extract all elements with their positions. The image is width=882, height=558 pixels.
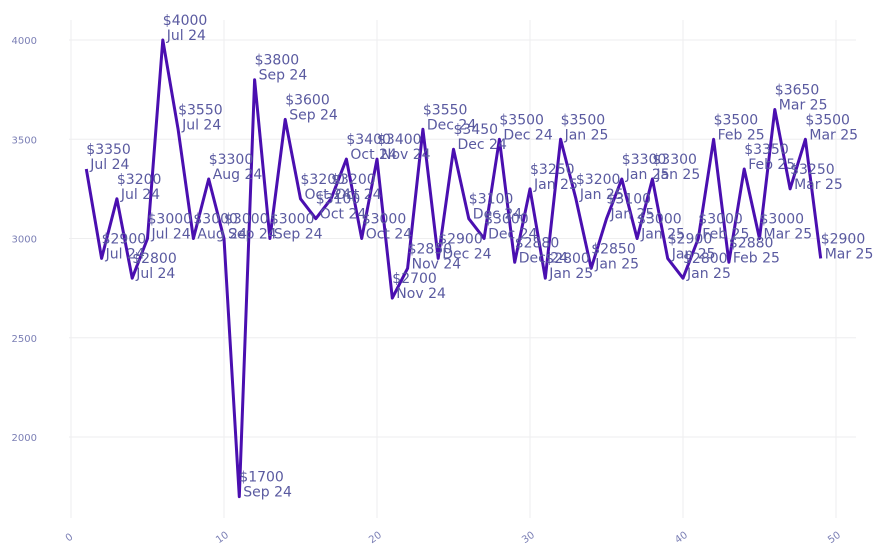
series-line [84,38,823,499]
y-tick-label: 2500 [12,334,37,345]
x-tick-label: 0 [64,532,76,545]
y-tick-label: 3500 [12,135,37,146]
data-label: $3100 Oct 24 [316,192,367,223]
data-label: $3000 Jul 24 [148,212,193,243]
data-label: $3250 Mar 25 [790,162,843,193]
data-label: $2900 Jul 24 [102,231,147,262]
data-label: $2900 Dec 24 [438,231,491,262]
data-label: $3350 Jul 24 [86,142,131,173]
data-label: $3100 Jan 25 [607,192,655,223]
data-label: $3000 Sep 24 [224,212,277,243]
data-label: $3300 Jan 25 [622,152,670,183]
data-label: $3350 Feb 25 [744,142,795,173]
x-tick-label: 10 [214,530,231,546]
data-label: $3000 Sep 24 [270,212,323,243]
data-label: $3200 Jan 25 [576,172,624,203]
data-label: $4000 Jul 24 [163,13,208,44]
y-axis-ticks: 2000 2500 3000 3500 4000 [12,36,37,444]
data-label: $1700 Sep 24 [239,470,292,501]
data-label: $3000 Oct 24 [362,212,413,243]
x-axis-ticks: 0 10 20 30 40 50 [64,530,843,546]
data-label: $2900 Jan 25 [668,231,716,262]
data-label: $3500 Jan 25 [561,112,609,143]
data-label: $3000 Aug 24 [193,212,247,243]
x-tick-label: 20 [367,530,384,546]
data-label: $3000 Feb 25 [698,212,749,243]
data-label: $3400 Oct 24 [346,132,397,163]
data-label: $3300 Aug 24 [209,152,263,183]
data-label: $3450 Dec 24 [454,122,507,153]
grid [69,20,856,518]
data-label: $3000 Jan 25 [637,212,685,243]
data-label: $3300 Jan 25 [652,152,700,183]
data-label: $3200 Jul 24 [117,172,162,203]
x-tick-label: 40 [673,530,690,546]
data-label: $3500 Dec 24 [499,112,552,143]
data-label: $2700 Nov 24 [392,271,446,302]
data-label: $3500 Feb 25 [714,112,765,143]
data-label: $3200 Oct 24 [301,172,352,203]
data-labels: $3350 Jul 24 $2900 Jul 24 $3200 Jul 24 $2800 Ju… [86,13,873,501]
data-label: $2850 Jan 25 [591,241,639,272]
data-label: $2850 Nov 24 [408,241,462,272]
data-label: $3500 Mar 25 [805,112,858,143]
x-tick-label: 50 [826,530,843,546]
data-label: $3600 Sep 24 [285,92,338,123]
data-label: $3000 Dec 24 [484,212,537,243]
data-label: $3800 Sep 24 [255,53,308,84]
data-label: $3250 Jan 25 [530,162,578,193]
y-tick-label: 4000 [12,36,37,47]
data-label: $3100 Dec 24 [469,192,522,223]
data-label: $2800 Jan 25 [683,251,731,282]
data-label: $2800 Jan 25 [545,251,593,282]
data-label: $2880 Dec 24 [515,235,568,266]
x-tick-label: 30 [520,530,537,546]
data-label: $2880 Feb 25 [729,235,780,266]
data-label: $3650 Mar 25 [775,82,828,113]
data-label: $3400 Nov 24 [377,132,431,163]
data-label: $3200 Oct 24 [331,172,382,203]
data-label: $2800 Jul 24 [132,251,177,282]
y-tick-label: 2000 [12,433,37,444]
data-label: $3550 Jul 24 [178,102,223,133]
data-label: $2900 Mar 25 [821,231,874,262]
data-label: $3000 Mar 25 [760,212,813,243]
y-tick-label: 3000 [12,235,37,246]
data-label: $3550 Dec 24 [423,102,476,133]
